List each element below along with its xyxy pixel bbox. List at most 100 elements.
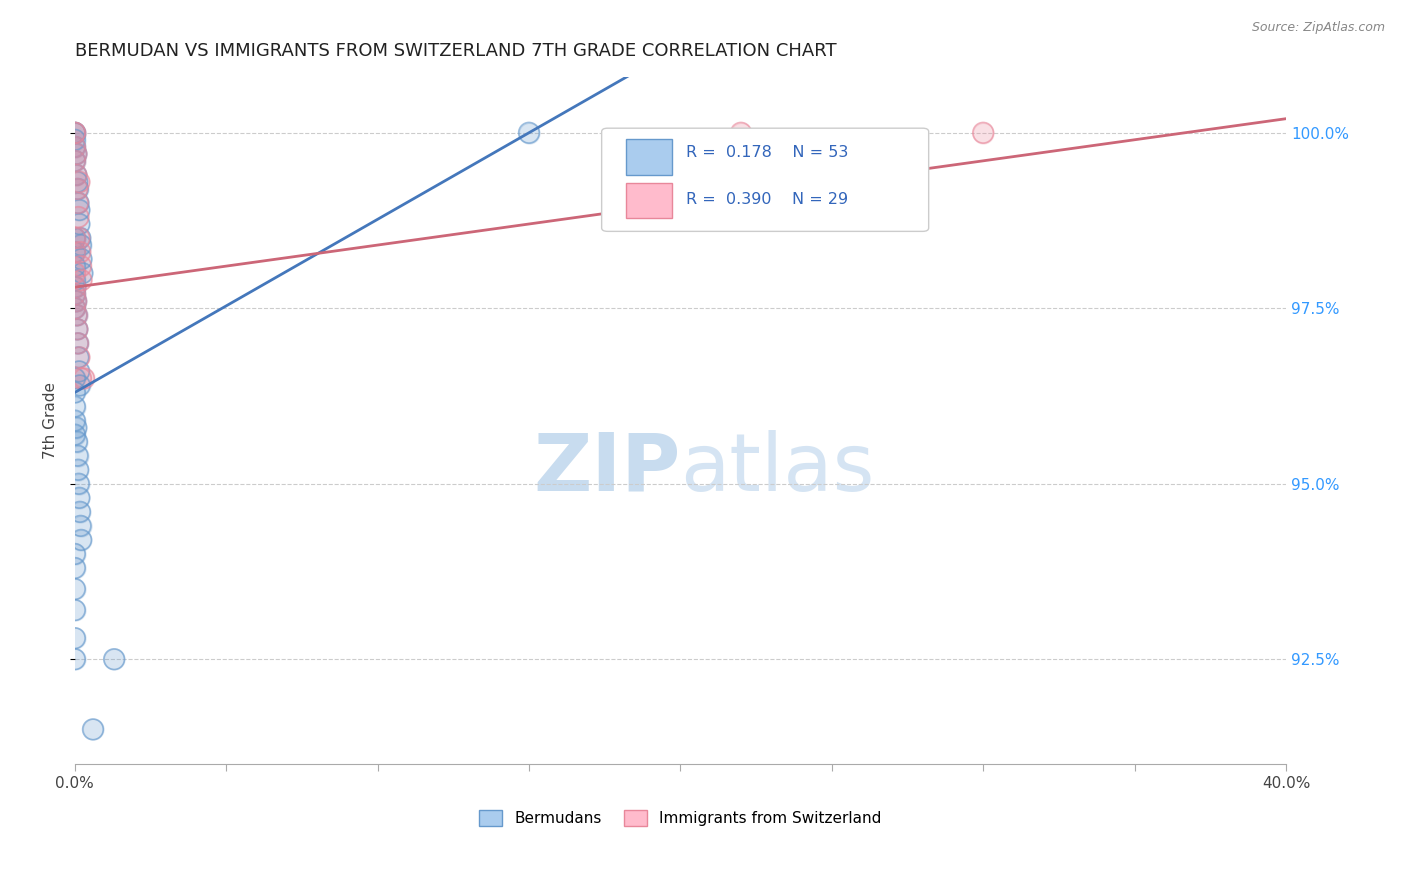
- Point: [63, 603, 86, 617]
- Text: BERMUDAN VS IMMIGRANTS FROM SWITZERLAND 7TH GRADE CORRELATION CHART: BERMUDAN VS IMMIGRANTS FROM SWITZERLAND …: [75, 42, 837, 60]
- Point: [63, 400, 86, 414]
- Point: [66, 196, 89, 211]
- Point: [63, 427, 86, 442]
- Point: [65, 294, 87, 309]
- Point: [63, 126, 86, 140]
- Point: [69, 371, 91, 385]
- Point: [67, 175, 90, 189]
- Point: [67, 217, 90, 231]
- Point: [103, 652, 125, 666]
- Point: [63, 273, 86, 287]
- Point: [67, 364, 90, 378]
- Point: [63, 266, 86, 280]
- Point: [972, 126, 994, 140]
- Point: [72, 266, 94, 280]
- Point: [66, 196, 89, 211]
- Point: [730, 126, 752, 140]
- Point: [63, 231, 86, 245]
- Point: [63, 259, 86, 273]
- Point: [70, 273, 93, 287]
- Point: [63, 245, 86, 260]
- Point: [63, 245, 86, 260]
- Point: [69, 505, 91, 519]
- Point: [63, 153, 86, 168]
- Point: [63, 652, 86, 666]
- Point: [63, 126, 86, 140]
- Text: ZIP: ZIP: [533, 430, 681, 508]
- Point: [63, 582, 86, 596]
- Point: [67, 175, 90, 189]
- Point: [70, 533, 93, 547]
- Point: [63, 126, 86, 140]
- Point: [63, 140, 86, 154]
- Point: [63, 126, 86, 140]
- Point: [63, 126, 86, 140]
- Point: [66, 434, 89, 449]
- Point: [73, 371, 96, 385]
- FancyBboxPatch shape: [602, 128, 929, 231]
- Point: [67, 463, 90, 477]
- Point: [63, 259, 86, 273]
- Point: [65, 308, 87, 322]
- Point: [66, 182, 89, 196]
- Point: [66, 336, 89, 351]
- Point: [63, 140, 86, 154]
- Point: [63, 631, 86, 645]
- Point: [65, 146, 87, 161]
- Point: [63, 153, 86, 168]
- Point: [65, 280, 87, 294]
- Point: [70, 252, 93, 266]
- Point: [66, 322, 89, 336]
- Point: [70, 273, 93, 287]
- Point: [69, 518, 91, 533]
- Point: [65, 308, 87, 322]
- Point: [63, 287, 86, 301]
- Point: [69, 245, 91, 260]
- Y-axis label: 7th Grade: 7th Grade: [44, 382, 58, 459]
- Point: [67, 210, 90, 224]
- Point: [70, 252, 93, 266]
- Point: [82, 723, 104, 737]
- Point: [65, 168, 87, 182]
- Point: [63, 561, 86, 575]
- Point: [63, 287, 86, 301]
- Point: [63, 287, 86, 301]
- Bar: [626, 183, 672, 219]
- Point: [65, 146, 87, 161]
- Point: [63, 582, 86, 596]
- Point: [65, 280, 87, 294]
- Point: [69, 259, 91, 273]
- Point: [63, 301, 86, 316]
- Point: [65, 146, 87, 161]
- Point: [66, 182, 89, 196]
- Point: [63, 133, 86, 147]
- Point: [66, 336, 89, 351]
- Point: [69, 378, 91, 392]
- Point: [66, 182, 89, 196]
- Point: [73, 371, 96, 385]
- Point: [63, 603, 86, 617]
- Point: [63, 371, 86, 385]
- Point: [517, 126, 540, 140]
- Point: [65, 168, 87, 182]
- Point: [67, 196, 90, 211]
- Point: [63, 266, 86, 280]
- Point: [63, 631, 86, 645]
- Point: [63, 231, 86, 245]
- Point: [67, 491, 90, 505]
- Point: [66, 449, 89, 463]
- Point: [63, 273, 86, 287]
- Point: [67, 476, 90, 491]
- Point: [63, 427, 86, 442]
- Point: [72, 266, 94, 280]
- Point: [63, 153, 86, 168]
- Point: [65, 280, 87, 294]
- Point: [66, 322, 89, 336]
- Point: [69, 259, 91, 273]
- Point: [65, 168, 87, 182]
- Point: [67, 491, 90, 505]
- Point: [66, 322, 89, 336]
- Point: [63, 245, 86, 260]
- Point: [63, 126, 86, 140]
- Point: [67, 476, 90, 491]
